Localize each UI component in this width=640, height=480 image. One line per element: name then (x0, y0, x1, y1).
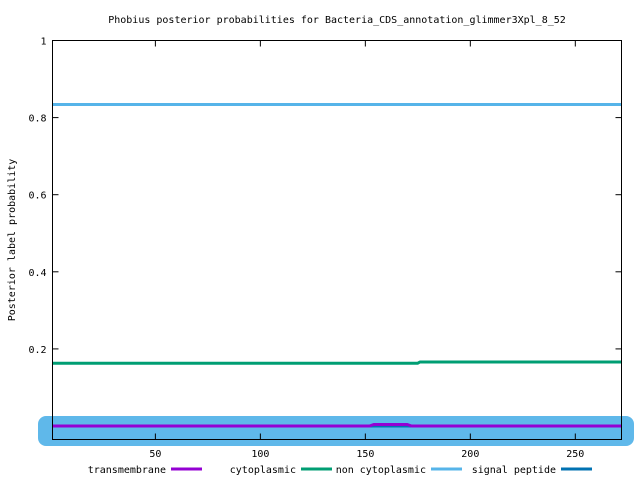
y-tick-label: 0.4 (28, 268, 46, 279)
legend-label-non-cytoplasmic: non cytoplasmic (336, 465, 426, 476)
series-line-transmembrane (52, 423, 622, 428)
legend: transmembrane cytoplasmic non cytoplasmic s… (88, 465, 592, 476)
legend-label-cytoplasmic: cytoplasmic (230, 465, 296, 476)
x-tick-label: 100 (251, 449, 269, 460)
series-line-cytoplasmic (52, 360, 622, 365)
series-layer (52, 103, 622, 428)
decor (38, 416, 634, 446)
y-tick-label: 0.6 (28, 191, 46, 202)
y-tick-label: 1 (40, 37, 46, 48)
y-tick-label: 0.2 (28, 345, 46, 356)
plot-border (52, 40, 622, 440)
y-tick-label: 0.8 (28, 114, 46, 125)
x-tick-label: 200 (461, 449, 479, 460)
x-tick-label: 150 (356, 449, 374, 460)
y-axis-label: Posterior label probability (7, 159, 18, 322)
legend-label-signal-peptide: signal peptide (472, 465, 556, 476)
x-tick-label: 50 (149, 449, 161, 460)
non-cytoplasmic-band (38, 416, 634, 446)
x-tick-label: 250 (566, 449, 584, 460)
chart-title: Phobius posterior probabilities for Bact… (108, 15, 566, 26)
legend-label-transmembrane: transmembrane (88, 465, 166, 476)
